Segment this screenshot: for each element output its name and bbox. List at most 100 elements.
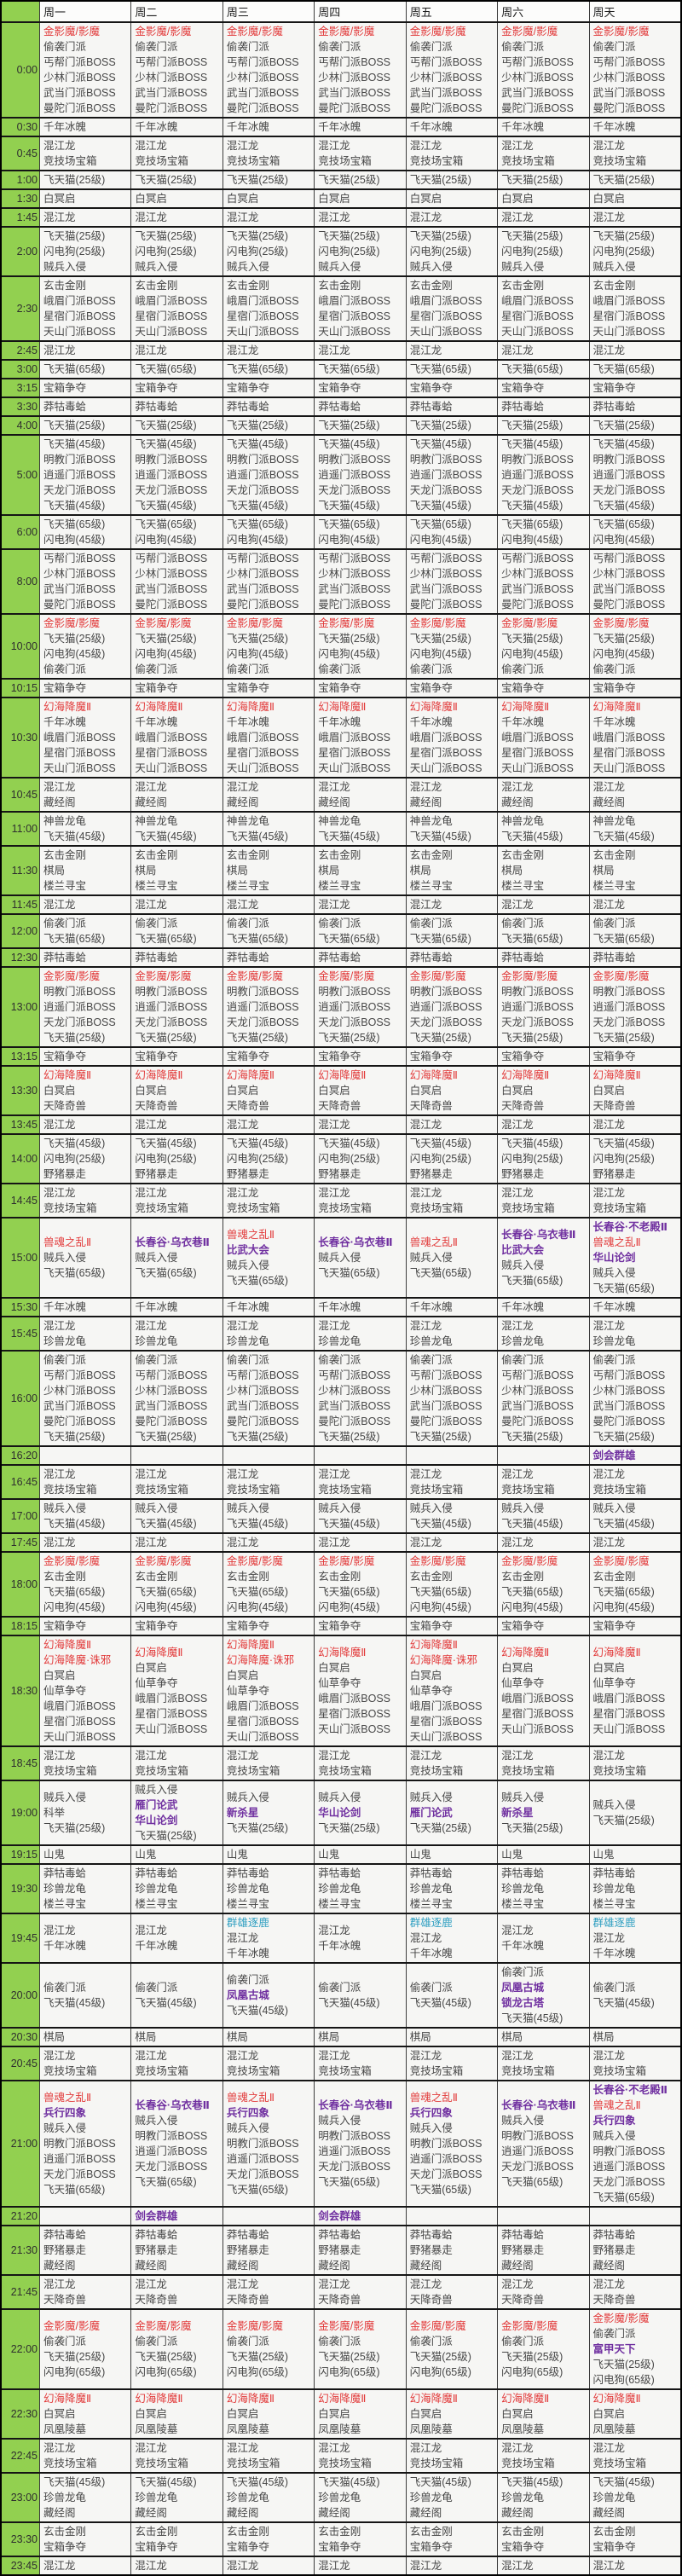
schedule-cell: 群雄逐鹿 混江龙 千年冰魄: [405, 1914, 498, 1962]
day-header-1: 周一: [39, 2, 131, 21]
event-label: 宝箱争夺: [135, 682, 178, 694]
event-label: 天龙门派BOSS: [135, 2161, 208, 2173]
event-label: 混江龙: [592, 2560, 626, 2572]
event-label: 闪电狗(45级): [43, 534, 106, 546]
event-label: 飞天猫(65级): [409, 1267, 471, 1279]
time-label: 19:45: [2, 1914, 39, 1962]
event-label: 飞天猫(65级): [43, 1586, 106, 1598]
event-label: 贼兵入侵: [226, 1259, 269, 1271]
event-label: 剑会群雄: [592, 1450, 636, 1462]
event-label: 混江龙: [226, 781, 259, 793]
schedule-cell: 飞天猫(45级) 明教门派BOSS 逍遥门派BOSS 天龙门派BOSS 飞天猫(45级): [130, 436, 223, 514]
event-label: 贼兵入侵: [135, 2115, 178, 2127]
event-label: 曼陀门派BOSS: [501, 102, 574, 114]
event-label: 偷袭门派: [409, 41, 453, 53]
schedule-cell: 混江龙: [588, 896, 680, 913]
event-label: 飞天猫(25级): [592, 2359, 655, 2370]
event-label: 飞天猫(65级): [409, 1586, 471, 1598]
schedule-cell: 宝箱争夺: [588, 680, 680, 697]
event-label: 楼兰寻宝: [135, 1898, 178, 1910]
schedule-cell: 混江龙 竞技场宝箱: [405, 1747, 498, 1780]
schedule-cell: 玄击金刚 棋局 楼兰寻宝: [405, 847, 498, 894]
event-label: 莽牯毒蛤: [135, 401, 178, 413]
event-label: 珍兽龙龟: [226, 2492, 269, 2504]
event-label: 闪电狗(25级): [226, 246, 289, 258]
event-label: 野猪暴走: [409, 2244, 453, 2256]
event-label: 仙草争夺: [318, 1677, 361, 1689]
event-label: 科举: [43, 1807, 66, 1819]
event-label: 棋局: [43, 2031, 66, 2043]
schedule-cell: 偷袭门派 飞天猫(65级): [222, 915, 315, 947]
event-label: 丐帮门派BOSS: [43, 553, 116, 564]
event-label: 飞天猫(25级): [501, 420, 564, 431]
schedule-cell: 千年冰魄: [222, 1299, 315, 1316]
schedule-cell: [130, 1447, 223, 1464]
event-label: 竞技场宝箱: [501, 1202, 555, 1214]
event-label: 千年冰魄: [135, 1940, 178, 1952]
event-label: 峨眉门派BOSS: [318, 1693, 391, 1705]
schedule-row: 13:30 幻海降魔Ⅱ 白冥启 天降奇兽 幻海降魔Ⅱ 白冥启 天降奇兽 幻海降魔Ⅱ 白冥启 天降奇…: [2, 1065, 680, 1114]
event-label: 飞天猫(45级): [43, 831, 106, 842]
schedule-cell: 金影魔/影魔 玄击金刚 飞天猫(65级) 闪电狗(45级): [588, 1553, 680, 1616]
event-label: 逍遥门派BOSS: [501, 2145, 574, 2157]
event-label: 飞天猫(65级): [226, 1586, 289, 1598]
schedule-cell: 混江龙 竞技场宝箱: [39, 1747, 131, 1780]
event-label: 玄击金刚: [43, 2526, 87, 2538]
schedule-cell: 玄击金刚 宝箱争夺: [314, 2523, 406, 2556]
event-label: 白冥启: [43, 2408, 76, 2420]
event-label: 闪电狗(45级): [318, 534, 380, 546]
schedule-row: 11:45 混江龙 混江龙 混江龙 混江龙 混江龙 混江龙 混江龙: [2, 894, 680, 913]
event-label: 幻海降魔Ⅱ: [318, 1647, 367, 1658]
event-label: 飞天猫(25级): [318, 420, 380, 431]
event-label: 玄击金刚: [135, 2526, 178, 2538]
event-label: 幻海降魔·诛邪: [226, 1654, 295, 1666]
event-label: 偷袭门派: [318, 1354, 361, 1366]
event-label: 混江龙: [592, 1468, 626, 1480]
event-label: 闪电狗(65级): [43, 2366, 106, 2378]
schedule-cell: 莽牯毒蛤 珍兽龙龟 楼兰寻宝: [130, 1865, 223, 1913]
event-label: 峨眉门派BOSS: [318, 732, 391, 744]
event-label: 莽牯毒蛤: [43, 2229, 87, 2241]
event-label: 白冥启: [592, 1085, 626, 1097]
schedule-cell: 混江龙: [130, 1534, 223, 1551]
schedule-cell: 千年冰魄: [39, 119, 131, 136]
schedule-cell: 混江龙 竞技场宝箱: [497, 2047, 589, 2080]
event-label: 飞天猫(65级): [43, 933, 106, 945]
event-label: 飞天猫(45级): [318, 831, 380, 842]
event-label: 宝箱争夺: [135, 1620, 178, 1632]
schedule-cell: 混江龙 藏经阁: [130, 779, 223, 811]
event-label: 天山门派BOSS: [43, 326, 116, 338]
event-label: 混江龙: [226, 1320, 259, 1332]
time-label: 0:30: [2, 119, 39, 136]
event-label: 明教门派BOSS: [318, 454, 391, 466]
event-label: 偷袭门派: [43, 918, 87, 929]
day-header-row: 周一 周二 周三 周四 周五 周六 周天: [2, 2, 680, 21]
schedule-cell: 混江龙 竞技场宝箱: [314, 1466, 406, 1498]
event-label: 幻海降魔Ⅱ: [135, 2393, 183, 2405]
time-label: 15:45: [2, 1317, 39, 1350]
event-label: 飞天猫(65级): [226, 518, 289, 530]
event-label: 野猪暴走: [43, 1168, 87, 1180]
event-label: 仙草争夺: [135, 1677, 178, 1689]
event-label: 丐帮门派BOSS: [592, 56, 666, 68]
day-header-2: 周二: [130, 2, 223, 21]
corner-cell: [2, 2, 39, 21]
event-label: 凤凰陵墓: [318, 2423, 361, 2435]
event-label: 混江龙: [409, 1750, 442, 1762]
schedule-cell: 丐帮门派BOSS 少林门派BOSS 武当门派BOSS 曼陀门派BOSS: [497, 550, 589, 613]
event-label: 凤凰陵墓: [43, 2423, 87, 2435]
event-label: 武当门派BOSS: [318, 1400, 391, 1412]
schedule-cell: 群雄逐鹿 混江龙 千年冰魄: [588, 1914, 680, 1962]
schedule-cell: 混江龙 天降奇兽: [497, 2276, 589, 2308]
event-label: 少林门派BOSS: [135, 1385, 208, 1397]
schedule-cell: 偷袭门派 飞天猫(45级): [39, 1964, 131, 2027]
event-label: 偷袭门派: [43, 41, 87, 53]
event-label: 天山门派BOSS: [43, 1731, 116, 1743]
event-label: 贼兵入侵: [43, 2122, 87, 2134]
event-label: 明教门派BOSS: [226, 986, 299, 998]
event-label: 白冥启: [592, 1662, 626, 1674]
event-label: 偷袭门派: [226, 1974, 269, 1986]
event-label: 千年冰魄: [226, 716, 269, 728]
schedule-cell: 飞天猫(45级) 珍兽龙龟 藏经阁: [405, 2474, 498, 2521]
event-label: 飞天猫(65级): [501, 2176, 564, 2188]
